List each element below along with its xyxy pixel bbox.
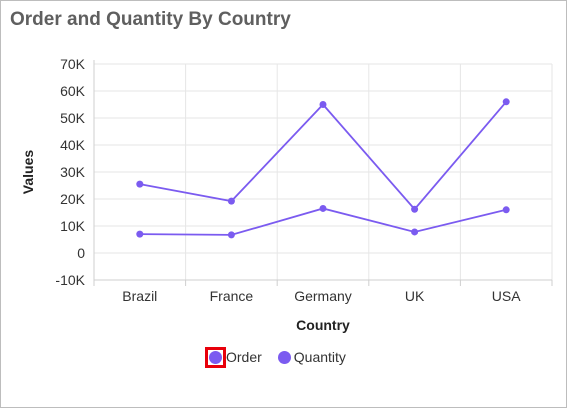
y-tick-label: -10K: [55, 272, 85, 288]
series-quantity: [136, 98, 510, 213]
data-point[interactable]: [411, 228, 419, 236]
data-point[interactable]: [319, 204, 327, 212]
x-tick-label: USA: [492, 288, 521, 304]
gridlines: [93, 63, 553, 281]
data-point[interactable]: [502, 206, 510, 214]
series: [136, 98, 510, 239]
x-tick-label: Brazil: [122, 288, 157, 304]
y-tick-label: 50K: [60, 110, 86, 126]
y-tick-label: 60K: [60, 83, 86, 99]
x-tick-label: Germany: [294, 288, 352, 304]
axes: [93, 60, 553, 286]
legend-selection-box: [205, 346, 226, 368]
legend-marker-quantity-icon: [277, 350, 291, 364]
x-tick-labels: Brazil France Germany UK USA: [122, 288, 521, 304]
chart-legend: Order Quantity: [205, 344, 346, 370]
data-point[interactable]: [319, 101, 327, 108]
y-tick-label: 40K: [60, 137, 86, 153]
legend-label-order: Order: [226, 349, 262, 365]
chart-title: Order and Quantity By Country: [10, 9, 291, 30]
y-tick-label: 20K: [60, 191, 86, 207]
legend-item-order[interactable]: Order: [205, 344, 262, 370]
y-tick-label: 10K: [60, 218, 86, 234]
y-tick-label: 30K: [60, 164, 86, 180]
x-tick-label: France: [210, 288, 254, 304]
x-tick-label: UK: [405, 288, 425, 304]
data-point[interactable]: [411, 205, 419, 213]
y-axis-label: Values: [20, 150, 36, 195]
data-point[interactable]: [136, 230, 144, 238]
data-point[interactable]: [136, 180, 144, 188]
data-point[interactable]: [502, 98, 510, 106]
legend-item-quantity[interactable]: Quantity: [277, 344, 346, 370]
legend-label-quantity: Quantity: [293, 349, 346, 365]
line-chart: -10K 0 10K 20K 30K 40K 50K 60K 70K Brazil France G…: [20, 56, 553, 333]
data-point[interactable]: [227, 197, 235, 205]
x-axis-label: Country: [296, 317, 350, 333]
data-point[interactable]: [227, 231, 235, 239]
legend-marker-order-icon: [209, 350, 222, 364]
y-tick-label: 0: [77, 245, 85, 261]
y-tick-labels: -10K 0 10K 20K 30K 40K 50K 60K 70K: [55, 56, 85, 288]
series-line: [139, 207, 507, 236]
y-tick-label: 70K: [60, 56, 86, 72]
series-order: [136, 204, 510, 239]
